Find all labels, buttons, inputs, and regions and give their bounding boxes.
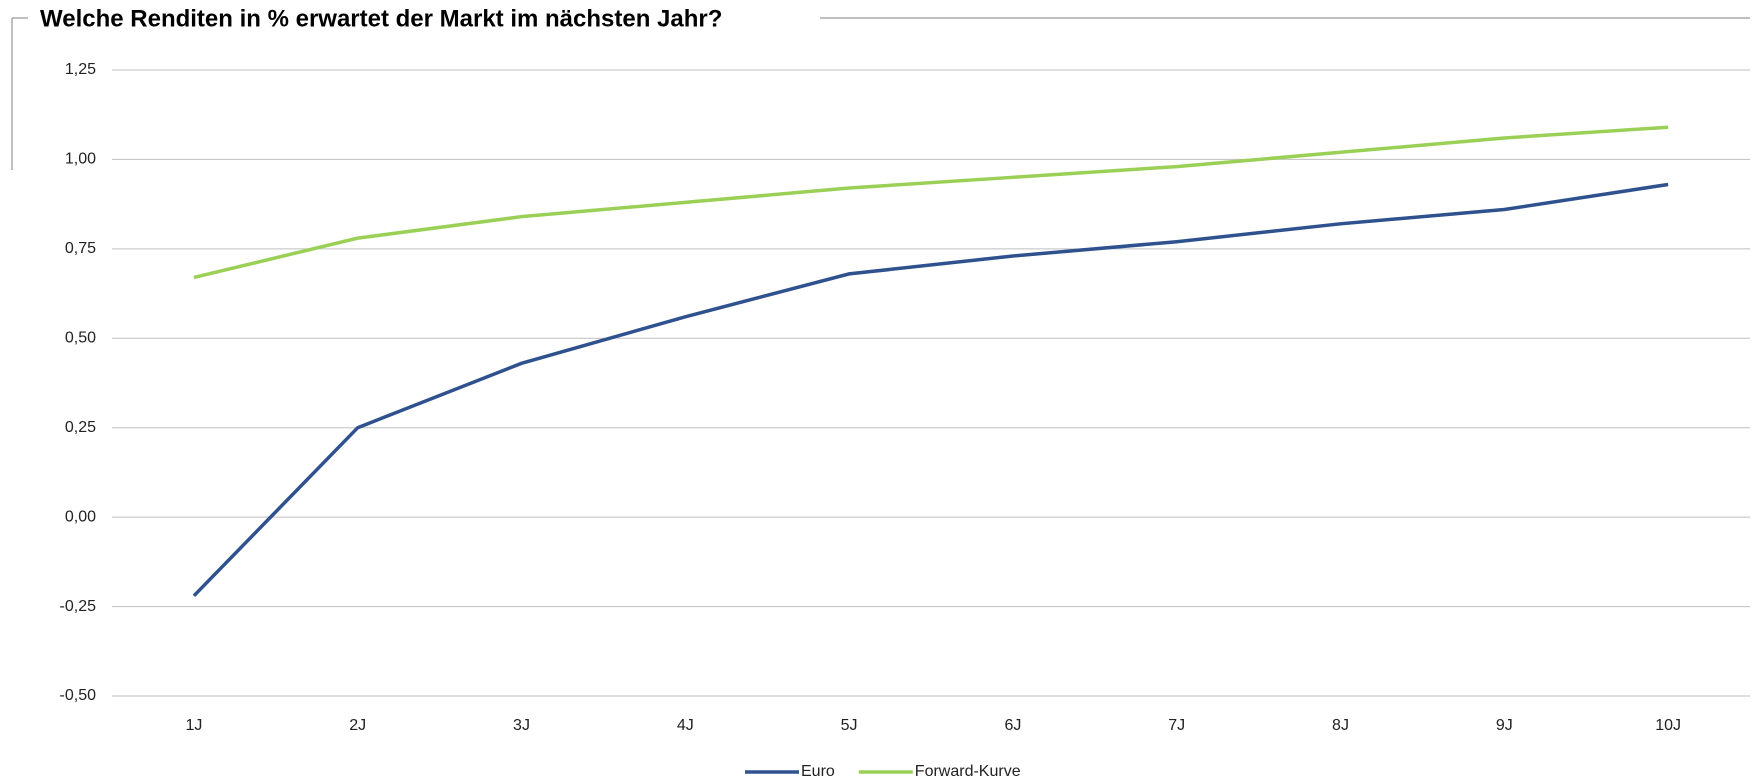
x-tick-label: 6J <box>1004 717 1021 734</box>
y-tick-label: 0,25 <box>65 419 96 436</box>
x-tick-label: 3J <box>513 717 530 734</box>
x-tick-label: 8J <box>1332 717 1349 734</box>
y-tick-label: 0,75 <box>65 240 96 257</box>
x-tick-label: 1J <box>185 717 202 734</box>
y-tick-label: 0,00 <box>65 508 96 525</box>
x-tick-label: 7J <box>1168 717 1185 734</box>
y-tick-label: 0,50 <box>65 330 96 347</box>
series-line <box>193 125 1669 280</box>
x-tick-label: 4J <box>677 717 694 734</box>
x-tick-label: 9J <box>1496 717 1513 734</box>
legend-label: Forward-Kurve <box>915 763 1021 780</box>
x-tick-label: 5J <box>841 717 858 734</box>
y-tick-label: -0,25 <box>60 598 97 615</box>
x-tick-label: 2J <box>349 717 366 734</box>
chart-frame <box>11 17 1750 170</box>
y-tick-label: 1,00 <box>65 151 96 168</box>
x-tick-label: 10J <box>1655 717 1681 734</box>
y-tick-label: 1,25 <box>65 61 96 78</box>
legend-label: Euro <box>801 763 835 780</box>
series-line <box>192 182 1669 598</box>
chart-title: Welche Renditen in % erwartet der Markt … <box>40 5 722 32</box>
y-tick-label: -0,50 <box>60 687 97 704</box>
